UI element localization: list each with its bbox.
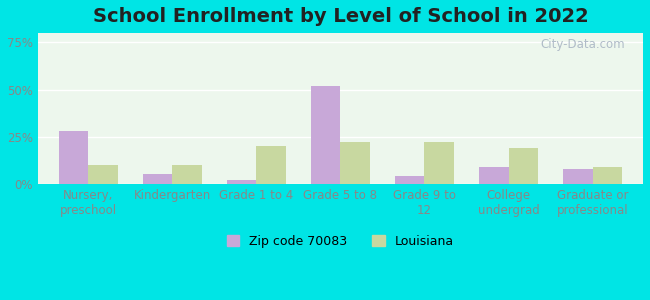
Bar [424, 142, 454, 184]
Title: School Enrollment by Level of School in 2022: School Enrollment by Level of School in … [92, 7, 588, 26]
Bar [563, 169, 593, 184]
Bar [508, 148, 538, 184]
Bar [593, 167, 622, 184]
Bar [341, 142, 370, 184]
Bar [395, 176, 424, 184]
Bar [172, 165, 202, 184]
Bar [256, 146, 286, 184]
Bar [311, 86, 341, 184]
Legend: Zip code 70083, Louisiana: Zip code 70083, Louisiana [222, 230, 459, 253]
Bar [227, 180, 256, 184]
Bar [479, 167, 508, 184]
Bar [58, 131, 88, 184]
Bar [88, 165, 118, 184]
Text: City-Data.com: City-Data.com [540, 38, 625, 51]
Bar [143, 174, 172, 184]
